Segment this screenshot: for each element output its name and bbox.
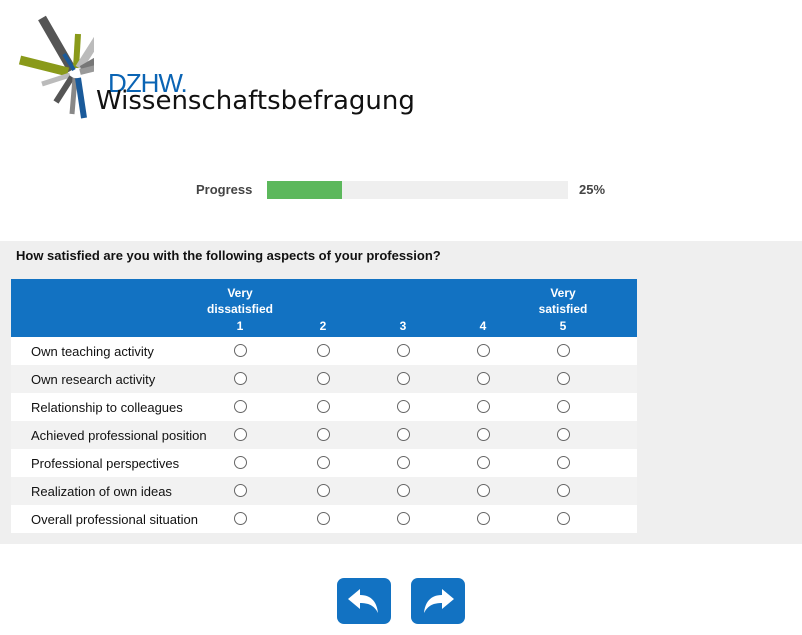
matrix-header: Very dissatisfied 1 2 3 4 Very satisfied 5 bbox=[11, 279, 637, 337]
forward-arrow-icon bbox=[424, 589, 454, 613]
radio-option-4[interactable] bbox=[477, 372, 490, 385]
radio-option-4[interactable] bbox=[477, 400, 490, 413]
radio-option-2[interactable] bbox=[317, 428, 330, 441]
progress-percent: 25% bbox=[579, 182, 606, 197]
scale-number: 4 bbox=[479, 319, 487, 333]
rating-matrix: Very dissatisfied 1 2 3 4 Very satisfied 5 Own t… bbox=[11, 279, 637, 533]
item-label: Own teaching activity bbox=[31, 344, 154, 359]
question-text: How satisfied are you with the following… bbox=[16, 248, 441, 263]
item-label: Achieved professional position bbox=[31, 428, 207, 443]
radio-option-5[interactable] bbox=[557, 428, 570, 441]
next-button[interactable] bbox=[411, 578, 465, 624]
radio-option-3[interactable] bbox=[397, 344, 410, 357]
radio-option-1[interactable] bbox=[234, 512, 247, 525]
radio-option-2[interactable] bbox=[317, 400, 330, 413]
radio-option-3[interactable] bbox=[397, 484, 410, 497]
scale-label-line1: Very bbox=[227, 286, 253, 300]
scale-label: Very satisfied bbox=[523, 285, 603, 317]
radio-option-5[interactable] bbox=[557, 400, 570, 413]
scale-header-2: 2 bbox=[283, 279, 363, 337]
logo-brand: DZHW. bbox=[108, 68, 188, 98]
matrix-row: Achieved professional position bbox=[11, 421, 637, 449]
radio-option-2[interactable] bbox=[317, 372, 330, 385]
radio-option-4[interactable] bbox=[477, 344, 490, 357]
matrix-row: Relationship to colleagues bbox=[11, 393, 637, 421]
question-panel: How satisfied are you with the following… bbox=[0, 241, 802, 544]
scale-header-4: 4 bbox=[443, 279, 523, 337]
radio-option-4[interactable] bbox=[477, 428, 490, 441]
matrix-row: Own research activity bbox=[11, 365, 637, 393]
radio-option-5[interactable] bbox=[557, 484, 570, 497]
scale-label: Very dissatisfied bbox=[200, 285, 280, 317]
item-label: Professional perspectives bbox=[31, 456, 180, 471]
radio-option-3[interactable] bbox=[397, 512, 410, 525]
matrix-row: Overall professional situation bbox=[11, 505, 637, 533]
radio-option-3[interactable] bbox=[397, 372, 410, 385]
scale-label-line2: satisfied bbox=[538, 302, 588, 316]
item-label: Own research activity bbox=[31, 372, 156, 387]
radio-option-5[interactable] bbox=[557, 344, 570, 357]
back-button[interactable] bbox=[337, 578, 391, 624]
radio-option-3[interactable] bbox=[397, 456, 410, 469]
back-arrow-icon bbox=[348, 589, 378, 613]
scale-number: 2 bbox=[319, 319, 327, 333]
matrix-row: Professional perspectives bbox=[11, 449, 637, 477]
radio-option-3[interactable] bbox=[397, 428, 410, 441]
scale-number: 5 bbox=[559, 319, 567, 333]
radio-option-1[interactable] bbox=[234, 372, 247, 385]
item-label: Realization of own ideas bbox=[31, 484, 172, 499]
scale-number: 3 bbox=[399, 319, 407, 333]
scale-header-1: Very dissatisfied 1 bbox=[200, 279, 280, 337]
radio-option-2[interactable] bbox=[317, 456, 330, 469]
scale-header-5: Very satisfied 5 bbox=[523, 279, 603, 337]
radio-option-5[interactable] bbox=[557, 512, 570, 525]
radio-option-4[interactable] bbox=[477, 484, 490, 497]
radio-option-3[interactable] bbox=[397, 400, 410, 413]
radio-option-5[interactable] bbox=[557, 372, 570, 385]
radio-option-1[interactable] bbox=[234, 400, 247, 413]
radio-option-2[interactable] bbox=[317, 484, 330, 497]
radio-option-1[interactable] bbox=[234, 456, 247, 469]
scale-header-3: 3 bbox=[363, 279, 443, 337]
dzhw-logo: DZHW. Wissenschaftsbefragung bbox=[14, 14, 415, 124]
scale-number: 1 bbox=[236, 319, 244, 333]
matrix-row: Own teaching activity bbox=[11, 337, 637, 365]
item-label: Overall professional situation bbox=[31, 512, 198, 527]
radio-option-2[interactable] bbox=[317, 512, 330, 525]
radio-option-1[interactable] bbox=[234, 484, 247, 497]
scale-label-line2: dissatisfied bbox=[206, 302, 274, 316]
radio-option-2[interactable] bbox=[317, 344, 330, 357]
item-label: Relationship to colleagues bbox=[31, 400, 183, 415]
progress-fill bbox=[267, 181, 343, 199]
progress-label: Progress bbox=[196, 182, 253, 197]
radio-option-4[interactable] bbox=[477, 512, 490, 525]
scale-label-line1: Very bbox=[550, 286, 576, 300]
progress-bar bbox=[267, 181, 568, 199]
radio-option-1[interactable] bbox=[234, 428, 247, 441]
logo-burst-icon bbox=[18, 15, 137, 119]
logo-name: Wissenschaftsbefragung bbox=[96, 86, 415, 116]
radio-option-1[interactable] bbox=[234, 344, 247, 357]
matrix-row: Realization of own ideas bbox=[11, 477, 637, 505]
radio-option-4[interactable] bbox=[477, 456, 490, 469]
radio-option-5[interactable] bbox=[557, 456, 570, 469]
